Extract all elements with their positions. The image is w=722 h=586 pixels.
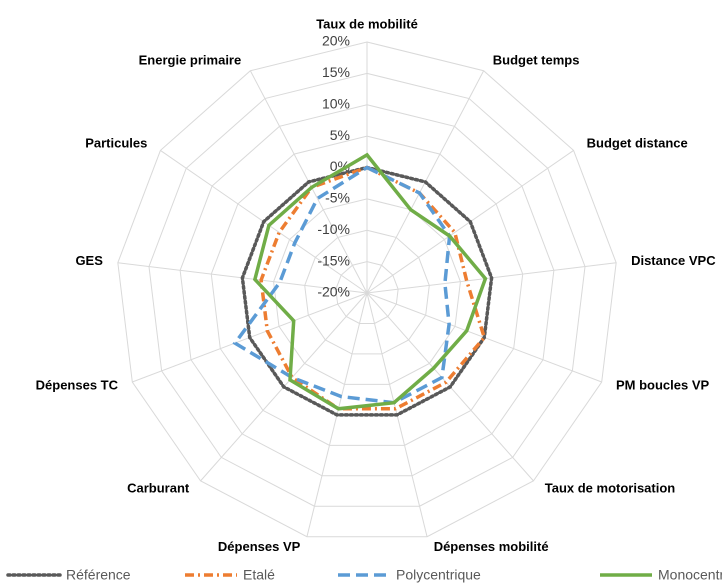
r-tick-label: -10% — [317, 221, 350, 237]
grid-ring — [210, 135, 524, 446]
legend-item: Polycentrique — [338, 567, 481, 583]
grid-ring — [148, 72, 586, 507]
grid-ring — [117, 41, 617, 538]
category-label: Dépenses VP — [218, 539, 301, 554]
category-label: Taux de motorisation — [545, 481, 676, 496]
grid-ring — [273, 198, 461, 385]
grid-ring — [335, 261, 399, 324]
series-line — [240, 165, 494, 417]
legend-label: Polycentrique — [396, 567, 481, 583]
r-tick-label: 0% — [330, 158, 350, 174]
category-label: Dépenses TC — [36, 377, 119, 392]
r-tick-label: -15% — [317, 252, 350, 268]
legend-item: Monocentrique — [600, 567, 722, 583]
grid-ring — [179, 104, 555, 477]
category-label: Dépenses mobilité — [434, 539, 549, 554]
category-label: GES — [75, 253, 103, 268]
category-label: Budget temps — [493, 52, 580, 67]
legend-item: Etalé — [185, 567, 275, 583]
grid-ring — [304, 229, 430, 355]
category-label: PM boucles VP — [616, 377, 710, 392]
series-line — [252, 152, 488, 411]
category-label: Taux de mobilité — [316, 16, 418, 31]
r-tick-label: 15% — [322, 64, 350, 80]
r-tick-label: -5% — [325, 190, 350, 206]
category-label: Distance VPC — [631, 253, 716, 268]
r-tick-label: -20% — [317, 284, 350, 300]
r-tick-label: 10% — [322, 95, 350, 111]
r-tick-label: 5% — [330, 127, 350, 143]
legend-item: Référence — [6, 567, 131, 583]
category-label: Energie primaire — [139, 52, 242, 67]
series-line — [232, 165, 452, 405]
r-tick-label: 20% — [322, 33, 350, 49]
legend-label: Etalé — [243, 567, 275, 583]
category-label: Particules — [85, 136, 147, 151]
series-line — [259, 165, 487, 411]
category-label: Carburant — [127, 481, 190, 496]
category-label: Budget distance — [587, 136, 688, 151]
legend-label: Monocentrique — [658, 567, 722, 583]
legend-label: Référence — [66, 567, 131, 583]
